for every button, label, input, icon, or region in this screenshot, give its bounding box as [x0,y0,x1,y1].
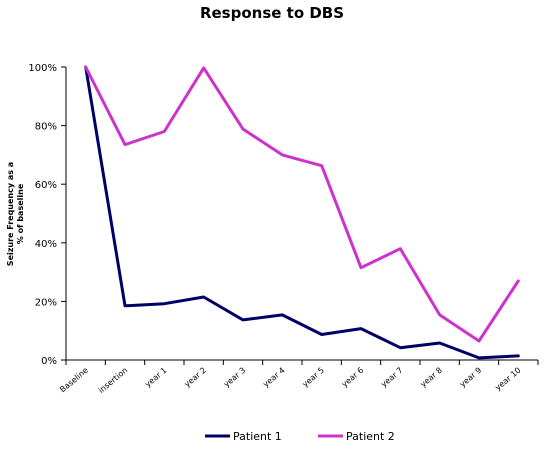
series-line-patient-2 [84,65,520,343]
series-line-patient-1 [84,65,520,360]
y-axis-title: Seizure Frequency as a% of baseline [6,162,25,266]
y-tick-label: 80% [35,122,57,133]
y-tick-label: 20% [35,297,57,308]
x-tick-label: insertion [97,366,130,395]
x-tick-label: year 5 [301,366,326,389]
y-tick-label: 60% [35,180,57,191]
y-tick-label: 0% [41,356,57,367]
x-tick-label: year 2 [183,366,208,389]
axes: 0% 20% 40% 60% 80% 100% Baseline insertion year … [6,63,539,395]
y-tick-label: 40% [35,239,57,250]
x-tick-label: year 4 [261,366,286,389]
x-tick-label: Baseline [58,366,90,395]
chart-title: Response to DBS [199,4,345,22]
x-tick-label: year 1 [143,366,168,389]
legend: Patient 1 Patient 2 [205,430,395,443]
y-axis-title-line: % of baseline [16,183,25,244]
y-axis-title-line: Seizure Frequency as a [6,162,15,266]
x-tick-label: year 10 [493,366,522,393]
legend-label: Patient 2 [346,430,395,443]
series-layer [84,65,520,360]
legend-label: Patient 1 [233,430,282,443]
y-tick-label: 100% [28,63,57,74]
x-tick-label: year 9 [458,366,483,389]
x-tick-label: year 6 [340,366,365,389]
x-tick-label: year 7 [379,366,404,389]
x-tick-label: year 8 [419,366,444,389]
x-tick-label: year 3 [222,366,247,389]
